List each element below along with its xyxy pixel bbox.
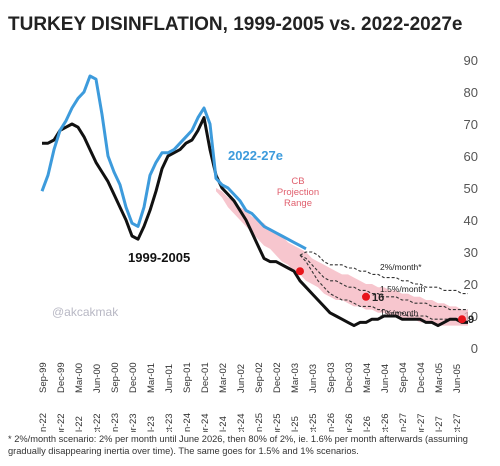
- band-label: CB Projection Range: [276, 176, 320, 209]
- x-tick-label-2: Mar-00: [74, 363, 85, 393]
- x-tick-label-2: Jun-01: [164, 364, 175, 393]
- y-tick-label: 60: [464, 149, 478, 164]
- projection-band: [216, 188, 468, 326]
- y-tick-label: 50: [464, 181, 478, 196]
- x-tick-label: Apr-27: [416, 413, 427, 432]
- x-tick-label-2: Dec-02: [272, 362, 283, 393]
- x-tick-label-2: Mar-05: [434, 363, 445, 393]
- y-tick-label: 30: [464, 245, 478, 260]
- x-tick-label: Oct-26: [380, 413, 391, 432]
- x-tick-label-2: Mar-02: [218, 363, 229, 393]
- x-tick-label: Oct-22: [92, 413, 103, 432]
- x-tick-label: Apr-25: [272, 413, 283, 432]
- x-tick-label-2: Sep-99: [38, 362, 49, 393]
- scenario-line: [299, 254, 469, 323]
- scenario-line: [299, 251, 468, 295]
- x-tick-label-2: Mar-03: [290, 363, 301, 393]
- x-tick-label: Jan-27: [398, 413, 409, 432]
- x-tick-label: Oct-27: [452, 413, 463, 432]
- x-tick-label-2: Sep-01: [182, 362, 193, 393]
- point-label: 16: [372, 292, 384, 304]
- x-tick-label: Jul-24: [218, 416, 229, 432]
- series-label: 2022-27e: [228, 148, 283, 163]
- x-tick-label: Oct-25: [308, 413, 319, 432]
- chart-title: TURKEY DISINFLATION, 1999-2005 vs. 2022-…: [8, 14, 462, 35]
- series-label: 1999-2005: [128, 250, 190, 265]
- series-label: 2%/month*: [380, 262, 422, 272]
- watermark: @akcakmak: [52, 305, 119, 319]
- point-label: 9: [468, 314, 474, 326]
- x-tick-label: Apr-23: [128, 413, 139, 432]
- x-tick-label-2: Sep-04: [398, 362, 409, 393]
- x-tick-label-2: Jun-05: [452, 364, 463, 393]
- x-tick-label-2: Mar-01: [146, 363, 157, 393]
- y-tick-label: 70: [464, 117, 478, 132]
- chart: TURKEY DISINFLATION, 1999-2005 vs. 2022-…: [8, 14, 478, 432]
- x-tick-label-2: Mar-04: [362, 363, 373, 393]
- scenario-line: [299, 254, 468, 311]
- point: [458, 315, 466, 324]
- x-tick-label: Oct-24: [236, 413, 247, 432]
- x-tick-label: Apr-26: [344, 413, 355, 432]
- x-tick-label: Jan-22: [38, 413, 49, 432]
- y-tick-label: 80: [464, 85, 478, 100]
- x-tick-label: Jan-25: [254, 413, 265, 432]
- footnote: * 2%/month scenario: 2% per month until …: [8, 434, 468, 456]
- series-line: [42, 116, 468, 328]
- x-tick-label: Apr-24: [200, 413, 211, 432]
- point: [296, 267, 304, 276]
- y-tick-label: 20: [464, 277, 478, 292]
- y-tick-label: 90: [464, 53, 478, 68]
- x-tick-label: Jul-25: [290, 416, 301, 432]
- series-line: [40, 74, 307, 251]
- x-tick-label-2: Dec-04: [416, 362, 427, 393]
- y-tick-label: 40: [464, 213, 478, 228]
- x-tick-label: Jul-27: [434, 416, 445, 432]
- x-tick-label: Jul-26: [362, 416, 373, 432]
- x-tick-label: Jan-26: [326, 413, 337, 432]
- x-tick-label-2: Dec-03: [344, 362, 355, 393]
- x-tick-label: Jan-23: [110, 413, 121, 432]
- x-tick-label: Apr-22: [56, 413, 67, 432]
- point: [362, 292, 370, 301]
- series-label: 1%/month: [380, 308, 419, 318]
- x-tick-label-2: Dec-00: [128, 362, 139, 393]
- series-label: 1.5%/month: [380, 284, 426, 294]
- x-tick-label-2: Dec-99: [56, 362, 67, 393]
- x-tick-label: Jul-22: [74, 416, 85, 432]
- x-tick-label-2: Jun-03: [308, 364, 319, 393]
- x-tick-label: Jan-24: [182, 413, 193, 432]
- x-tick-label-2: Sep-02: [254, 362, 265, 393]
- x-tick-label: Jul-23: [146, 416, 157, 432]
- x-tick-label-2: Jun-02: [236, 364, 247, 393]
- x-tick-label: Oct-23: [164, 413, 175, 432]
- x-tick-label-2: Sep-00: [110, 362, 121, 393]
- x-tick-label-2: Jun-00: [92, 364, 103, 393]
- x-tick-label-2: Jun-04: [380, 364, 391, 393]
- x-tick-label-2: Dec-01: [200, 362, 211, 393]
- y-tick-label: 0: [471, 341, 478, 356]
- x-tick-label-2: Sep-03: [326, 362, 337, 393]
